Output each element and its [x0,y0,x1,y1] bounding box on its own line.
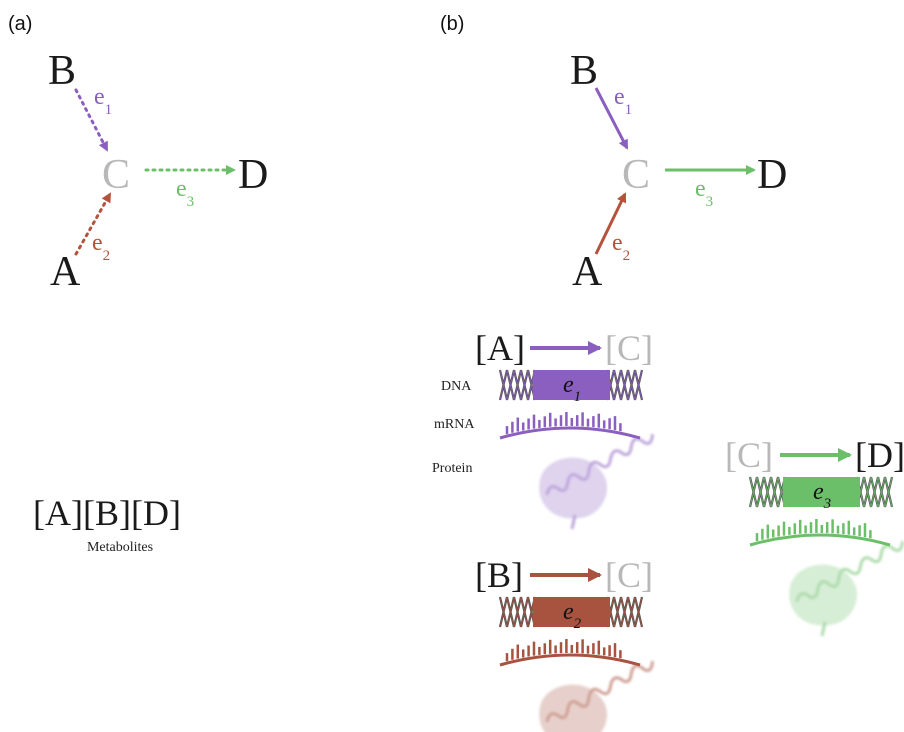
protein-blob [539,685,607,732]
gene: [B] [C] e2 [475,555,660,732]
edge-sub: 3 [187,194,195,210]
node: D [757,152,787,198]
protein [539,433,660,529]
gene-output: [C] [605,328,653,368]
edge-sub: 3 [706,194,714,210]
node: A [50,249,81,295]
protein [789,540,904,636]
protein [539,660,660,732]
metabolite: [B] [83,493,131,533]
node: D [238,152,268,198]
edge-name: e [92,230,103,256]
edge-label: e2 [92,230,110,264]
gene-input: [A] [475,328,525,368]
metabolite: [D] [131,493,181,533]
gene-output: [C] [605,555,653,595]
panel-b-network: B C D A e1 e2 e3 [570,48,787,295]
metabolites: [A][B][D] Metabolites [33,493,181,555]
panel-label: (a) [8,13,32,35]
metabolite-list: [A][B][D] [33,493,181,533]
edge-name: e [176,176,187,202]
metabolites-caption: Metabolites [87,540,153,555]
edge-label: e1 [614,84,632,118]
edge-name: e [94,84,105,110]
edge-sub: 1 [105,102,113,118]
enzyme-sub: 3 [823,496,832,512]
node: C [622,152,650,198]
mrna [500,655,640,665]
gene-input: [B] [475,555,523,595]
edge-name: e [614,84,625,110]
gene: [C] [D] e3 [725,435,904,636]
edge-label: e3 [176,176,194,210]
enzyme-name: e [813,479,824,505]
edge-label: e2 [612,230,630,264]
gene: [A] [C] e1 [475,328,660,529]
level-label: DNA [441,379,472,394]
mrna [750,535,890,545]
enzyme-sub: 2 [574,616,582,632]
node: B [570,48,598,94]
gene-input: [C] [725,435,773,475]
enzyme-name: e [563,372,574,398]
node: B [48,48,76,94]
panel-a-network: B C D A e1 e2 e3 [48,48,268,295]
node: C [102,152,130,198]
figure: (a) B C D A e1 e2 e3 [A][B][D] Metabolit… [0,0,904,732]
genes: [A][C]e1[B][C]e2[C][D]e3 [475,328,904,732]
edge-label: e3 [695,176,713,210]
edge-sub: 2 [623,248,631,264]
mrna [500,428,640,438]
edge-label: e1 [94,84,112,118]
edge-sub: 2 [103,248,111,264]
panel-label: (b) [440,13,464,35]
metabolite: [A] [33,493,83,533]
enzyme-sub: 1 [574,389,582,405]
gene-output: [D] [855,435,904,475]
level-label: mRNA [434,417,475,432]
node: A [572,249,603,295]
edge-name: e [695,176,706,202]
edge-sub: 1 [625,102,633,118]
edge-name: e [612,230,623,256]
enzyme-name: e [563,599,574,625]
level-label: Protein [432,461,472,476]
